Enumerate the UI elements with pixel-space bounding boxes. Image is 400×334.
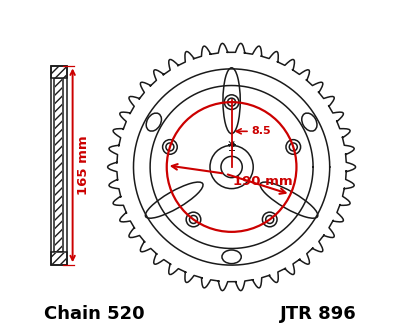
Text: Chain 520: Chain 520 [44,305,144,323]
Bar [51,65,67,265]
Text: 165 mm: 165 mm [77,136,90,195]
Bar [51,253,67,265]
Text: JTR 896: JTR 896 [280,305,356,323]
Bar [51,65,67,78]
Text: 190 mm: 190 mm [233,175,293,188]
Bar [54,78,63,253]
Bar [51,253,66,265]
Bar [55,79,62,252]
Bar [51,66,66,77]
Text: 8.5: 8.5 [251,126,270,136]
